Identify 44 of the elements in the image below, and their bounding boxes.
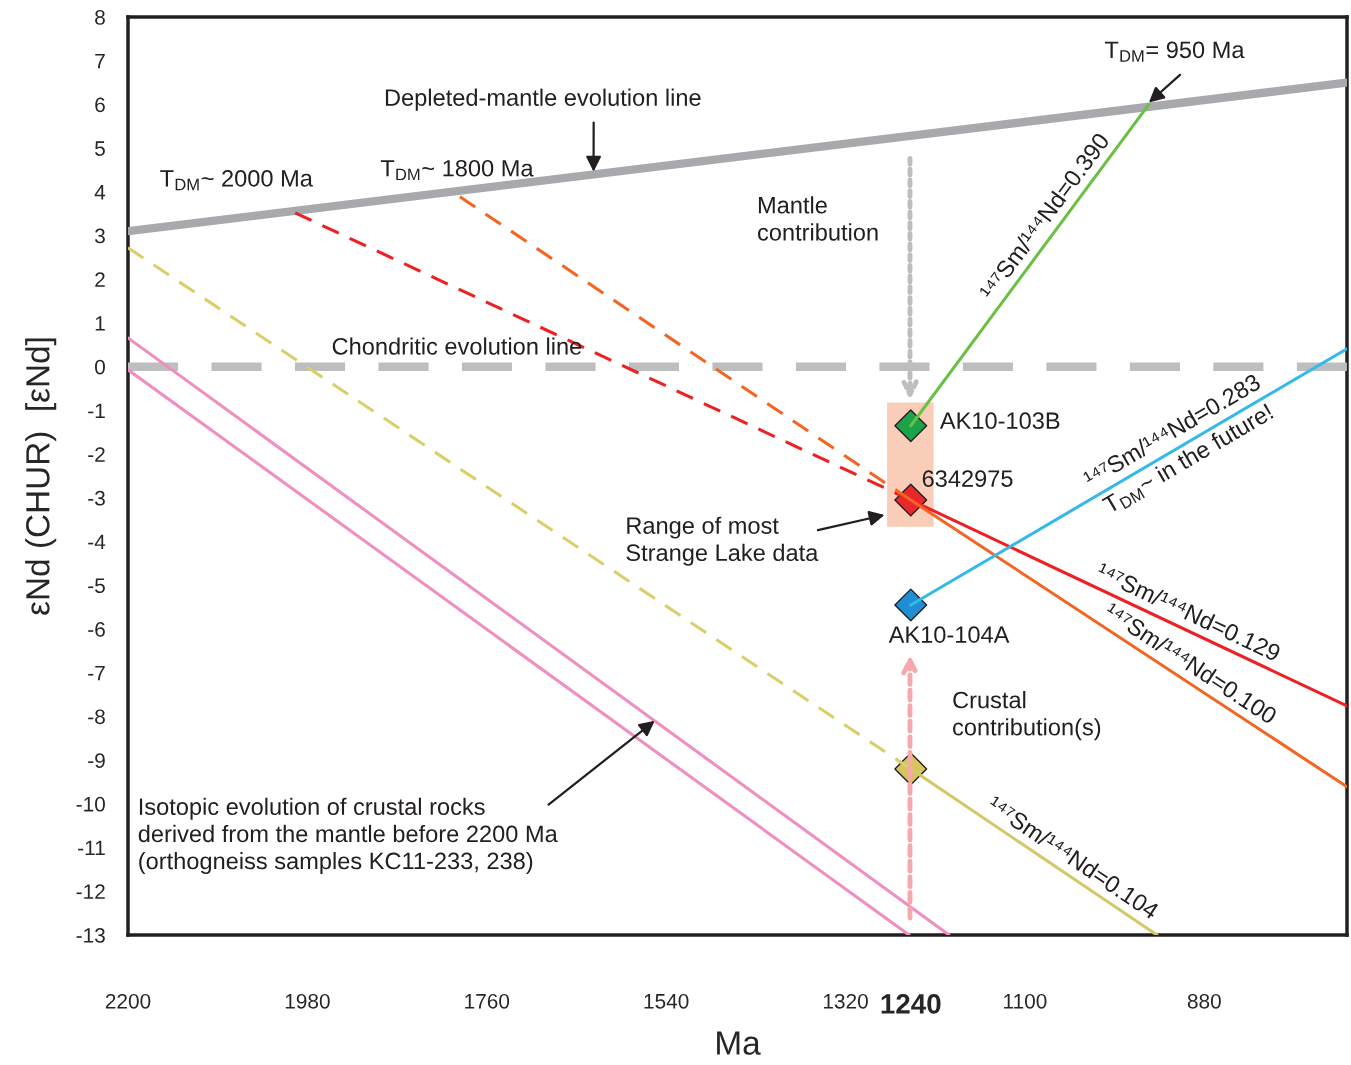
y-tick-label: -13: [76, 928, 105, 943]
y-tick-label: -2: [88, 447, 105, 462]
y-tick-label: 3: [94, 228, 105, 244]
y-tick-label: -7: [88, 665, 105, 681]
y-tick-label: -1: [88, 403, 105, 418]
annotation: Isotopic evolution of crustal rocks derived from the mantle before 2200 Ma (orthogneiss samples KC11-233, 238): [138, 797, 558, 874]
y-tick-label: -9: [88, 753, 105, 768]
x-tick-label: 1320: [823, 993, 868, 1009]
annotation: Mantle contribution: [758, 196, 878, 241]
x-tick-label: 1540: [644, 993, 689, 1009]
x-tick-label: 1980: [285, 993, 330, 1009]
y-tick-label: -6: [88, 622, 105, 637]
annotation: 6342975: [922, 470, 1013, 487]
y-tick-label: 0: [95, 359, 105, 375]
y-tick-label: 6: [95, 97, 105, 113]
y-tick-label: 4: [94, 185, 106, 200]
x-tick-label: 2200: [105, 993, 151, 1009]
x-tick-label: 1760: [465, 993, 510, 1009]
y-tick-label: -3: [88, 490, 105, 506]
annotation: T$_{DM}$~ 1800 Ma: [380, 159, 534, 181]
annotation: Chondritic evolution line: [332, 337, 582, 355]
y-tick-label: -12: [76, 884, 105, 899]
y-tick-label: 5: [95, 141, 105, 156]
y-tick-label: -10: [76, 796, 105, 812]
y-tick-label: 7: [95, 53, 105, 69]
x-axis-title: Ma: [717, 1031, 761, 1055]
annotation: Depleted-mantle evolution line: [385, 88, 701, 111]
annotation: AK10-103B: [939, 412, 1060, 430]
annotation: AK10-104A: [888, 626, 1010, 643]
y-tick-label: 1: [95, 316, 105, 331]
annotation: Range of most Strange Lake data: [626, 516, 819, 566]
x-tick-label: 1240: [881, 994, 941, 1014]
annotation: Crustal contribution(s): [953, 691, 1101, 741]
x-tick-label: 1100: [1004, 993, 1047, 1009]
y-tick-label: -8: [88, 709, 105, 725]
y-tick-label: 2: [95, 272, 105, 287]
y-axis-title: εNd (CHUR) [εNd]: [25, 338, 57, 615]
y-tick-label: 8: [95, 10, 105, 25]
annotation: T$_{DM}$~ 2000 Ma: [160, 169, 313, 191]
annotation: T$_{DM}$= 950 Ma: [1104, 41, 1245, 62]
x-tick-label: 880: [1187, 993, 1221, 1009]
y-tick-label: -11: [78, 840, 105, 856]
y-tick-label: -4: [88, 534, 106, 550]
y-tick-label: -5: [88, 578, 105, 594]
